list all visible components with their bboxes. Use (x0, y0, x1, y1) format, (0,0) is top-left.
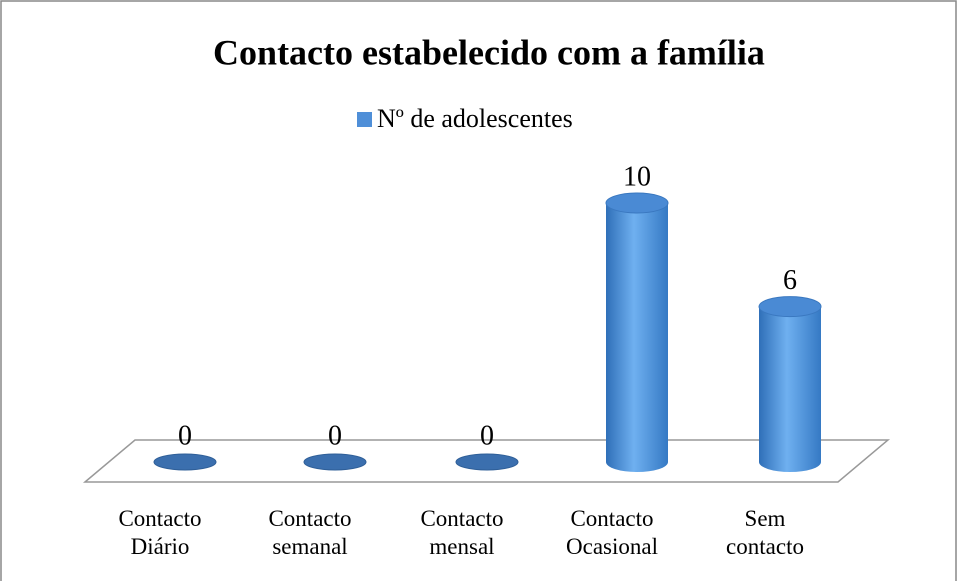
x-tick-label: Contacto semanal (268, 506, 352, 559)
bar (153, 453, 217, 471)
cylinder-top (153, 453, 217, 471)
data-label: 0 (178, 420, 192, 451)
bar (758, 296, 822, 472)
chart-title: Contacto estabelecido com a família (213, 32, 765, 72)
data-label: 6 (783, 265, 797, 296)
x-tick-label: Contacto Ocasional (566, 506, 658, 559)
cylinder-top (758, 296, 822, 318)
x-tick-label: Sem contacto (726, 506, 804, 559)
cylinder-body (606, 203, 668, 472)
bar (303, 453, 367, 471)
bar (455, 453, 519, 471)
cylinder-top (455, 453, 519, 471)
data-label: 0 (328, 420, 342, 451)
legend-swatch (357, 112, 372, 127)
cylinder-body (759, 306, 821, 472)
data-label: 0 (480, 420, 494, 451)
x-tick-label: Contacto mensal (420, 506, 504, 559)
x-tick-label: Contacto Diário (118, 506, 202, 559)
cylinder-top (303, 453, 367, 471)
data-label: 10 (623, 161, 651, 192)
cylinder-top (605, 192, 669, 214)
legend-label: Nº de adolescentes (377, 104, 573, 133)
bar (605, 192, 669, 472)
